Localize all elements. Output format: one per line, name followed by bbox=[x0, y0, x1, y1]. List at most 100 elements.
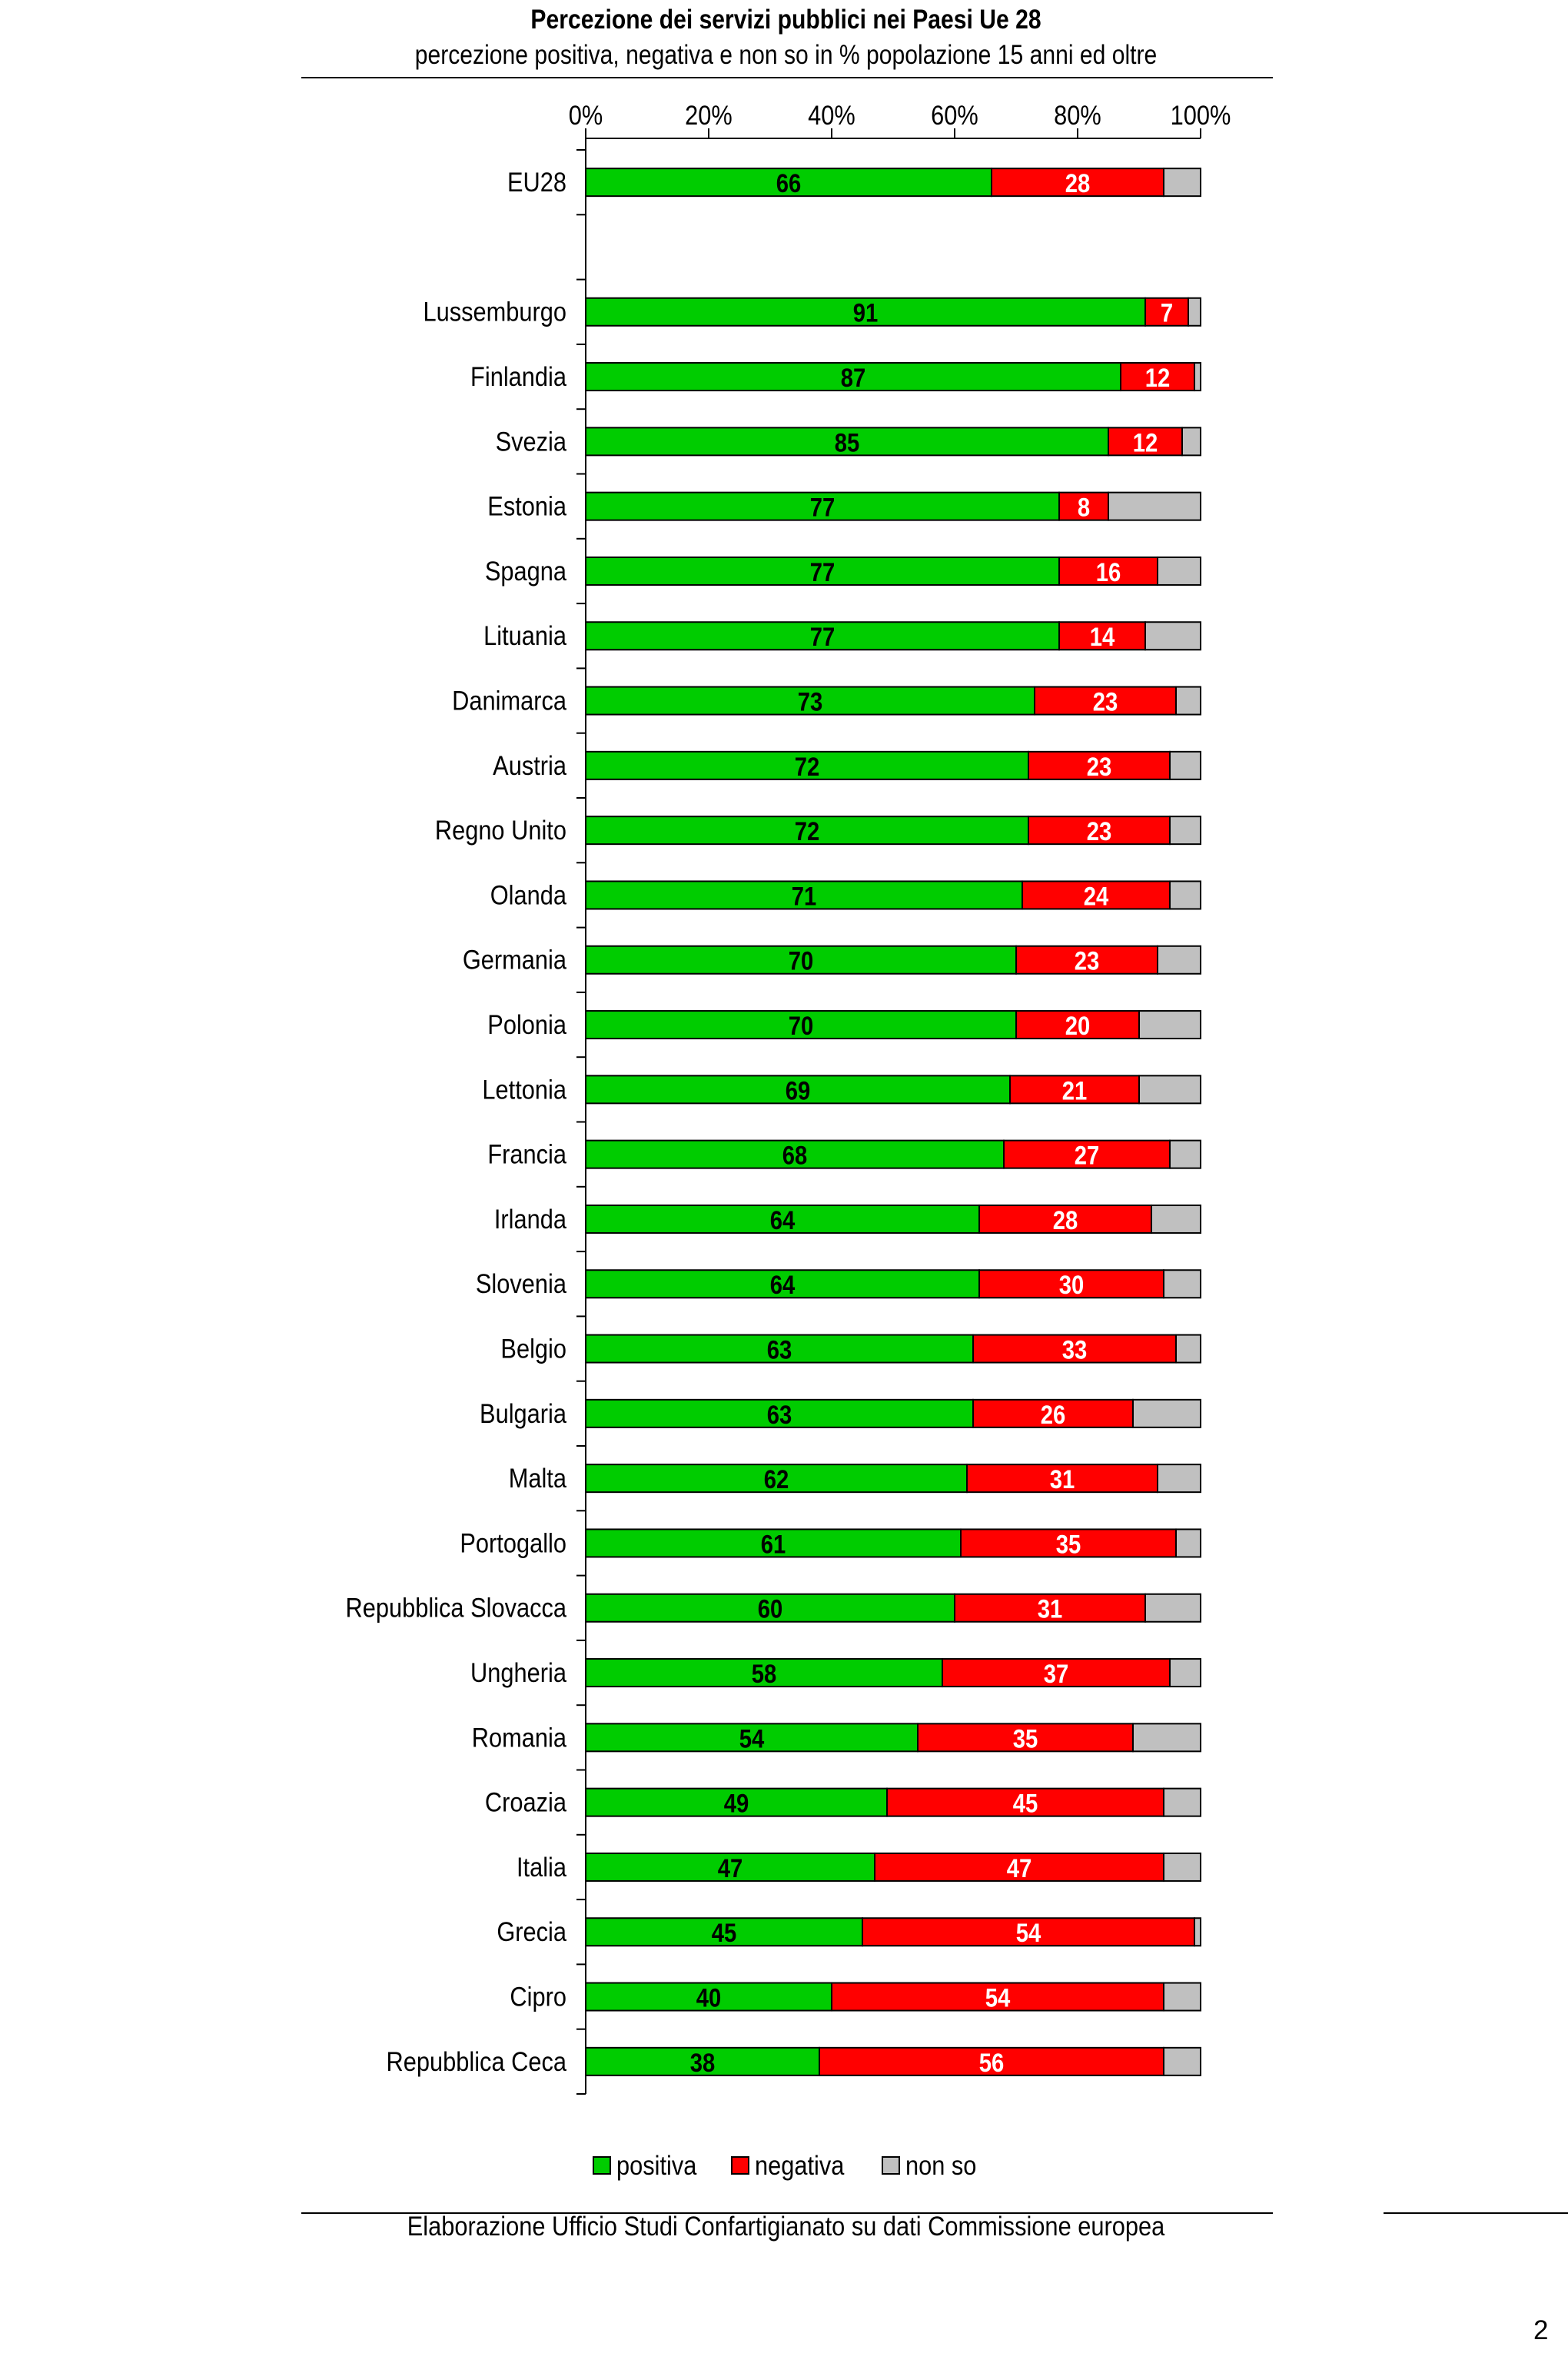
category-label: Grecia bbox=[497, 1916, 566, 1946]
category-label: Croazia bbox=[485, 1787, 567, 1817]
data-label: 70 bbox=[789, 1011, 814, 1041]
category-label: Finlandia bbox=[470, 361, 567, 391]
category-label: Regno Unito bbox=[435, 815, 566, 845]
bar-segment-negativa bbox=[991, 168, 1164, 198]
bar-segment-positiva bbox=[585, 945, 1017, 975]
data-label: 72 bbox=[795, 816, 820, 846]
bar-segment-negativa bbox=[1058, 556, 1158, 586]
bar-segment-positiva bbox=[585, 168, 992, 198]
bar-segment-positiva bbox=[585, 1852, 875, 1882]
category-label: Polonia bbox=[487, 1009, 566, 1039]
bar-segment-non-so bbox=[1175, 1528, 1201, 1558]
bar-segment-positiva bbox=[585, 750, 1029, 780]
category-label: Lettonia bbox=[482, 1074, 566, 1104]
bar-segment-negativa bbox=[1034, 686, 1177, 716]
bar-segment-positiva bbox=[585, 427, 1109, 457]
category-label: Repubblica Ceca bbox=[387, 2046, 567, 2076]
data-label: 87 bbox=[841, 363, 866, 393]
data-label: 37 bbox=[1044, 1659, 1069, 1689]
bar-segment-negativa bbox=[1144, 297, 1189, 327]
category-label: Danimarca bbox=[452, 686, 566, 716]
category-label: Irlanda bbox=[494, 1204, 567, 1234]
data-label: 73 bbox=[798, 686, 823, 716]
data-label: 47 bbox=[718, 1853, 743, 1883]
bar-segment-positiva bbox=[585, 1204, 980, 1234]
data-label: 23 bbox=[1093, 686, 1118, 716]
data-label: 40 bbox=[696, 1982, 722, 2012]
bar-segment-non-so bbox=[1144, 621, 1201, 651]
bar-segment-negativa bbox=[954, 1593, 1146, 1623]
bar-segment-positiva bbox=[585, 1010, 1017, 1040]
data-label: 77 bbox=[810, 622, 835, 652]
data-label: 64 bbox=[770, 1205, 796, 1235]
bar-segment-positiva bbox=[585, 1139, 1005, 1169]
data-label: 91 bbox=[853, 298, 879, 328]
category-label: Olanda bbox=[490, 880, 567, 910]
x-tick-label: 100% bbox=[1171, 100, 1231, 130]
data-label: 31 bbox=[1050, 1464, 1075, 1494]
bar-segment-negativa bbox=[1009, 1075, 1140, 1105]
data-label: 45 bbox=[712, 1918, 737, 1948]
data-label: 63 bbox=[767, 1334, 792, 1364]
bar-segment-negativa bbox=[1058, 491, 1109, 521]
data-label: 71 bbox=[792, 881, 817, 911]
category-label: Lituania bbox=[483, 620, 566, 650]
category-label: Ungheria bbox=[470, 1657, 567, 1687]
bar-segment-non-so bbox=[1157, 1464, 1201, 1494]
bar-segment-non-so bbox=[1138, 1010, 1201, 1040]
bar-segment-non-so bbox=[1163, 168, 1201, 198]
category-label: Italia bbox=[517, 1852, 567, 1882]
category-label: Portogallo bbox=[460, 1528, 566, 1558]
bar-segment-non-so bbox=[1157, 945, 1201, 975]
data-label: 45 bbox=[1013, 1789, 1038, 1819]
data-label: 61 bbox=[761, 1529, 786, 1559]
bar-segment-positiva bbox=[585, 880, 1023, 910]
data-label: 62 bbox=[764, 1464, 789, 1494]
data-label: 49 bbox=[724, 1789, 749, 1819]
data-label: 47 bbox=[1007, 1853, 1032, 1883]
data-label: 24 bbox=[1084, 881, 1109, 911]
bar-segment-non-so bbox=[1194, 362, 1201, 392]
data-label: 64 bbox=[770, 1270, 796, 1300]
data-label: 8 bbox=[1078, 493, 1090, 523]
bar-segment-positiva bbox=[585, 1723, 919, 1753]
data-label: 23 bbox=[1087, 816, 1112, 846]
data-label: 28 bbox=[1053, 1205, 1078, 1235]
bar-segment-negativa bbox=[978, 1269, 1164, 1299]
data-label: 16 bbox=[1096, 557, 1121, 587]
data-label: 30 bbox=[1059, 1270, 1085, 1300]
data-label: 77 bbox=[810, 557, 835, 587]
bar-segment-positiva bbox=[585, 1593, 955, 1623]
data-label: 27 bbox=[1075, 1141, 1100, 1171]
bar-segment-non-so bbox=[1194, 1917, 1201, 1947]
bar-segment-positiva bbox=[585, 556, 1060, 586]
page-number: 2 bbox=[1533, 2315, 1549, 2345]
category-label: Malta bbox=[509, 1463, 567, 1493]
bar-segment-positiva bbox=[585, 1787, 888, 1817]
bar-segment-negativa bbox=[1120, 362, 1195, 392]
bar-segment-non-so bbox=[1169, 1139, 1201, 1169]
bar-segment-negativa bbox=[1003, 1139, 1171, 1169]
bar-segment-negativa bbox=[862, 1917, 1195, 1947]
bar-segment-non-so bbox=[1132, 1723, 1201, 1753]
bar-segment-negativa bbox=[819, 2046, 1164, 2076]
data-label: 66 bbox=[776, 168, 802, 198]
data-label: 54 bbox=[739, 1723, 765, 1753]
bar-segment-negativa bbox=[972, 1398, 1134, 1428]
data-label: 54 bbox=[1016, 1918, 1041, 1948]
bar-segment-non-so bbox=[1188, 297, 1201, 327]
bar-segment-non-so bbox=[1175, 686, 1201, 716]
category-label: Repubblica Slovacca bbox=[345, 1593, 566, 1623]
bar-segment-non-so bbox=[1144, 1593, 1201, 1623]
data-label: 56 bbox=[979, 2048, 1005, 2078]
bar-segment-non-so bbox=[1163, 1982, 1201, 2012]
data-label: 35 bbox=[1013, 1723, 1038, 1753]
bar-segment-negativa bbox=[960, 1528, 1177, 1558]
bar-segment-negativa bbox=[1022, 880, 1171, 910]
chart-subtitle: percezione positiva, negativa e non so i… bbox=[414, 40, 1158, 70]
category-label: Belgio bbox=[500, 1334, 566, 1364]
bar-segment-non-so bbox=[1169, 750, 1201, 780]
data-label: 77 bbox=[810, 493, 835, 523]
bar-segment-positiva bbox=[585, 1334, 974, 1364]
bar-segment-non-so bbox=[1163, 1852, 1201, 1882]
